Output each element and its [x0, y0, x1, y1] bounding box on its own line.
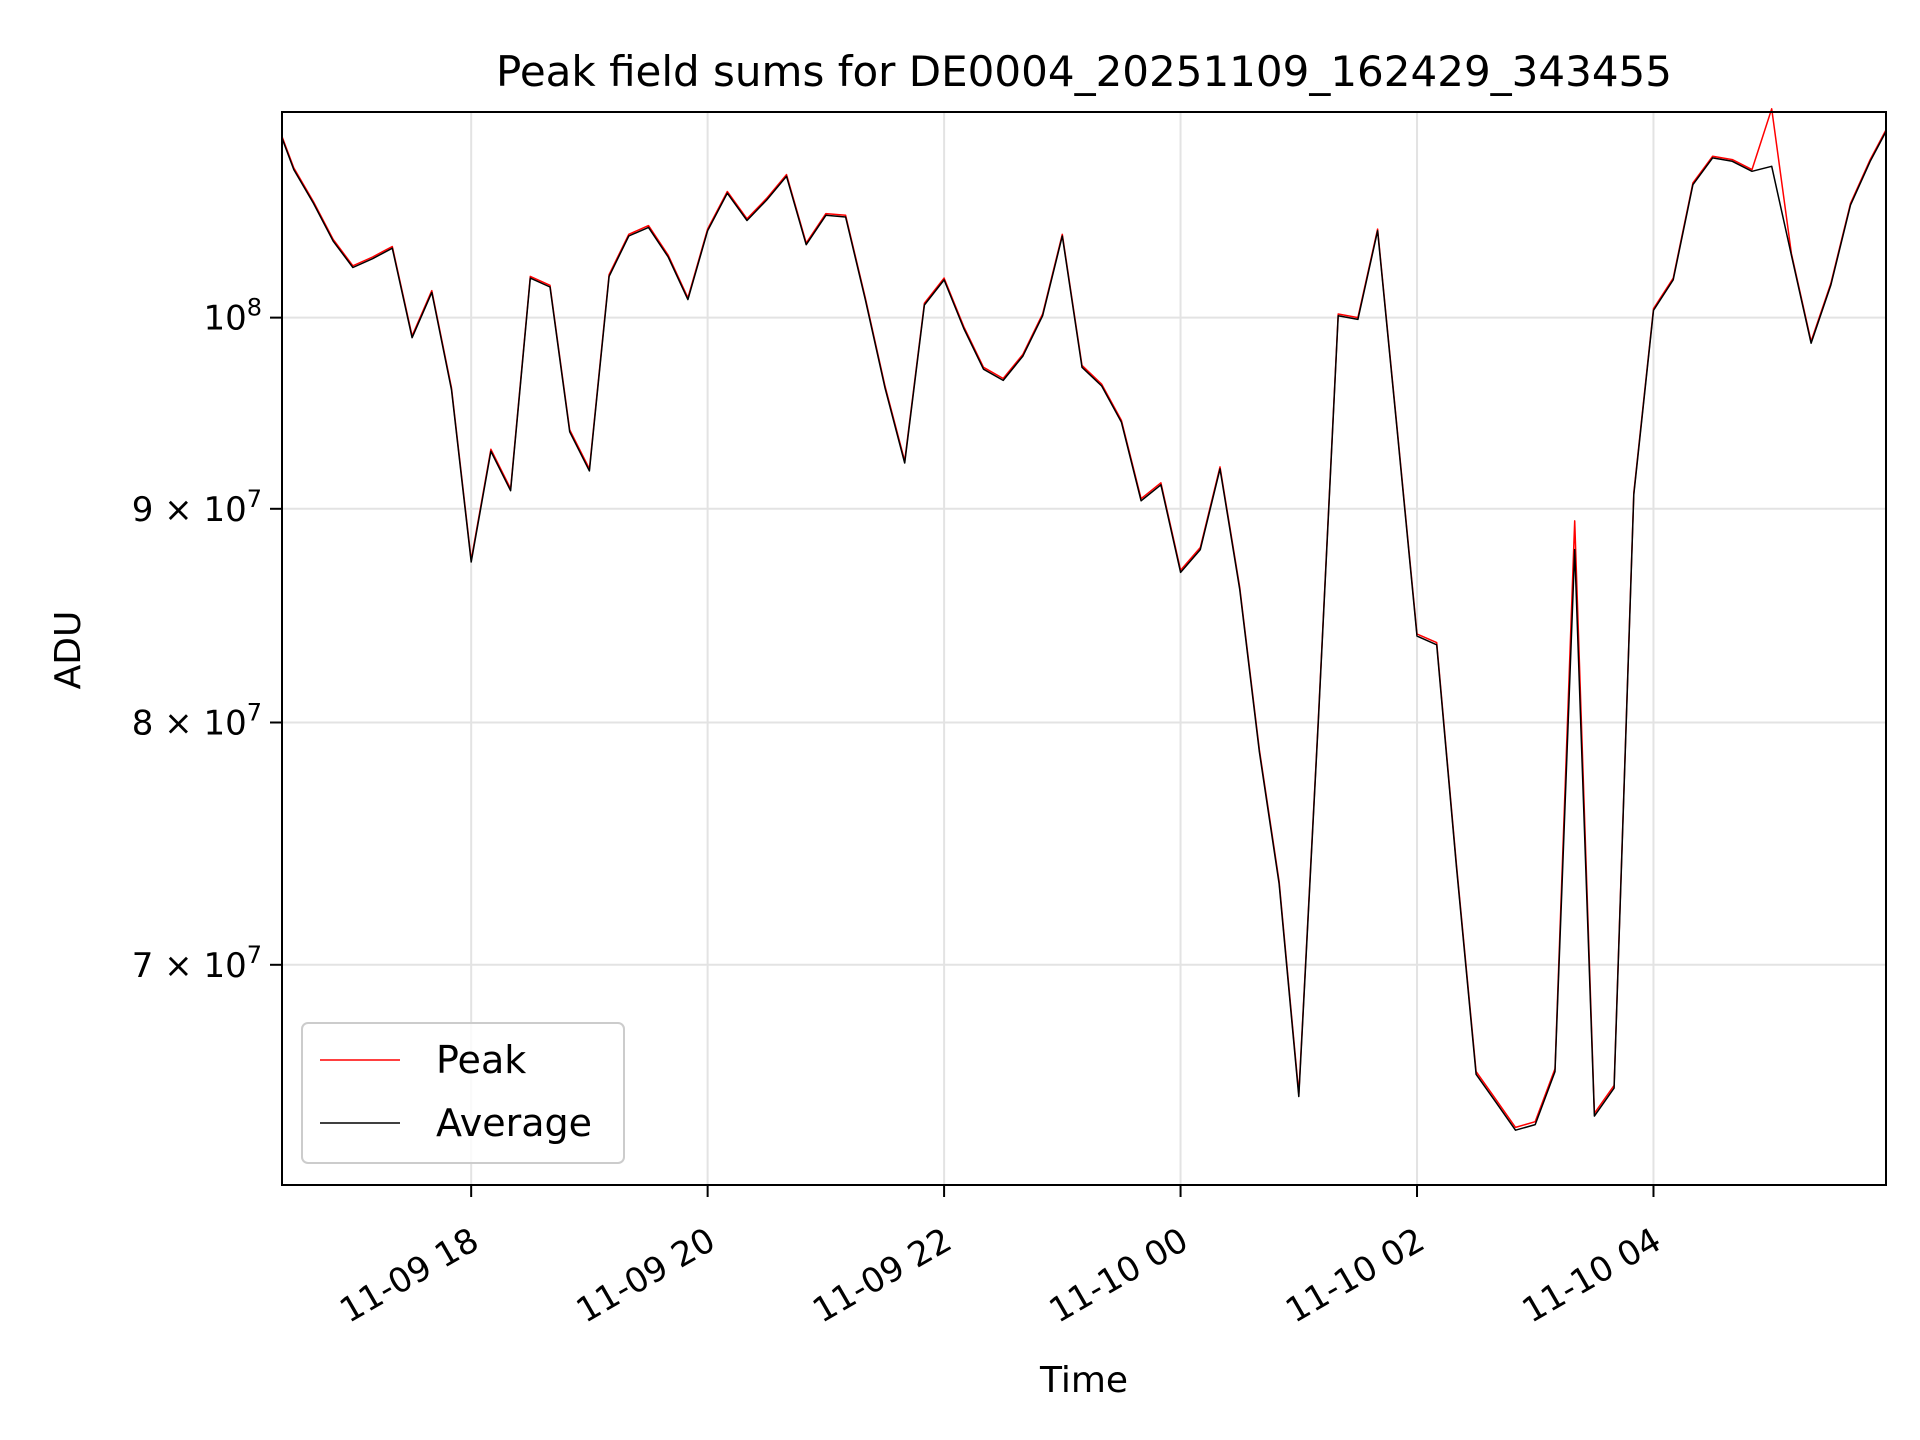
legend: Peak Average [301, 1022, 625, 1164]
y-tick-label-2: 8 × 107 [132, 699, 262, 744]
legend-label-peak: Peak [436, 1038, 526, 1082]
y-tick-label-3: 7 × 107 [132, 941, 262, 986]
x-axis-title: Time [1039, 1360, 1128, 1401]
chart-title: Peak field sums for DE0004_20251109_1624… [496, 47, 1672, 96]
y-axis-title: ADU [48, 611, 89, 690]
y-tick-label-0: 108 [203, 294, 262, 339]
series-line-average [281, 131, 1887, 1131]
y-axis-ticks: 108 9 × 107 8 × 107 7 × 107 [132, 294, 282, 986]
y-tick-label-1: 9 × 107 [132, 485, 262, 530]
series-lines [281, 108, 1887, 1131]
legend-label-average: Average [436, 1101, 592, 1145]
legend-box [301, 1022, 625, 1164]
plot-frame [281, 111, 1887, 1186]
